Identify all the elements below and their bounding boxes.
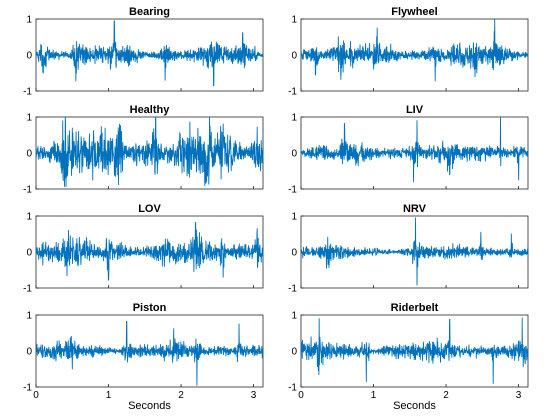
signal-line-flywheel: [300, 19, 529, 82]
y-tick-label-healthy-1: 0: [26, 149, 32, 160]
signal-line-liv: [300, 117, 529, 183]
signal-line-healthy: [35, 116, 264, 188]
panel-title-riderbelt: Riderbelt: [391, 302, 439, 314]
panel-title-piston: Piston: [133, 302, 167, 314]
x-axis-label-piston: Seconds: [128, 400, 171, 412]
x-tick-label-piston-2: 2: [178, 390, 184, 401]
panel-title-liv: LIV: [406, 104, 424, 116]
panel-title-lov: LOV: [138, 203, 161, 215]
signal-line-nrv: [300, 217, 529, 286]
y-tick-label-flywheel-2: 1: [291, 15, 297, 26]
x-tick-label-riderbelt-0: 0: [298, 390, 304, 401]
signal-line-piston: [35, 321, 264, 386]
panel-title-healthy: Healthy: [130, 104, 171, 116]
y-tick-label-piston-0: -1: [23, 383, 32, 394]
x-tick-label-piston-3: 3: [251, 390, 257, 401]
panel-title-bearing: Bearing: [129, 6, 170, 18]
y-tick-label-riderbelt-1: 0: [291, 347, 297, 358]
x-tick-label-piston-0: 0: [33, 390, 39, 401]
x-tick-label-riderbelt-1: 1: [371, 390, 377, 401]
x-tick-label-riderbelt-2: 2: [443, 390, 449, 401]
y-tick-label-liv-1: 0: [291, 149, 297, 160]
y-tick-label-flywheel-0: -1: [288, 87, 297, 98]
signal-line-lov: [35, 222, 264, 281]
panel-title-flywheel: Flywheel: [391, 6, 437, 18]
y-tick-label-nrv-2: 1: [291, 212, 297, 223]
y-tick-label-piston-1: 0: [26, 347, 32, 358]
x-tick-label-piston-1: 1: [106, 390, 112, 401]
y-tick-label-riderbelt-0: -1: [288, 383, 297, 394]
y-tick-label-nrv-0: -1: [288, 284, 297, 295]
y-tick-label-bearing-0: -1: [23, 87, 32, 98]
y-tick-label-flywheel-1: 0: [291, 51, 297, 62]
signal-line-riderbelt: [300, 317, 529, 384]
y-tick-label-nrv-1: 0: [291, 248, 297, 259]
y-tick-label-healthy-2: 1: [26, 113, 32, 124]
y-tick-label-piston-2: 1: [26, 311, 32, 322]
y-tick-label-liv-2: 1: [291, 113, 297, 124]
y-tick-label-lov-1: 0: [26, 248, 32, 259]
panel-title-nrv: NRV: [403, 203, 427, 215]
y-tick-label-liv-0: -1: [288, 185, 297, 196]
y-tick-label-lov-0: -1: [23, 284, 32, 295]
y-tick-label-bearing-1: 0: [26, 51, 32, 62]
x-tick-label-riderbelt-3: 3: [516, 390, 522, 401]
signal-line-bearing: [35, 20, 264, 87]
y-tick-label-healthy-0: -1: [23, 185, 32, 196]
y-tick-label-lov-2: 1: [26, 212, 32, 223]
y-tick-label-riderbelt-2: 1: [291, 311, 297, 322]
x-axis-label-riderbelt: Seconds: [393, 400, 436, 412]
y-tick-label-bearing-2: 1: [26, 15, 32, 26]
